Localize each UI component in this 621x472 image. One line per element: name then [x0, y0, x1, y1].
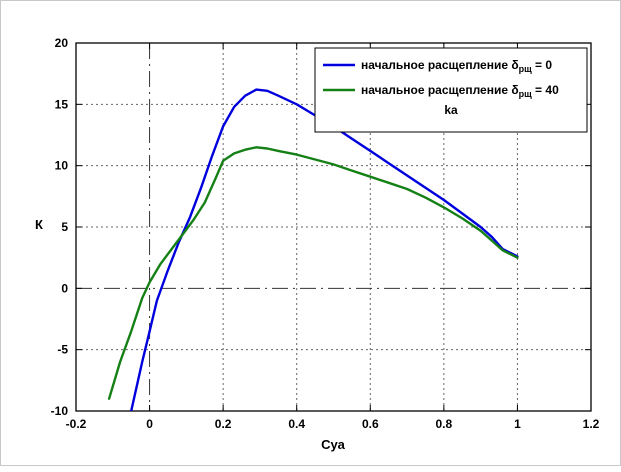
- x-tick-label: 0: [146, 417, 153, 431]
- x-tick-label: 1.2: [583, 417, 600, 431]
- x-tick-label: 0.6: [362, 417, 379, 431]
- y-tick-label: 15: [55, 97, 69, 111]
- y-tick-label: -5: [57, 343, 68, 357]
- y-tick-label: 5: [61, 220, 68, 234]
- x-tick-labels: -0.2 0 0.2 0.4 0.6 0.8 1 1.2: [66, 417, 600, 431]
- x-axis-label: Суа: [321, 437, 345, 452]
- legend-entry-label-wrap: ka: [444, 103, 458, 117]
- y-axis-label: К: [35, 217, 43, 232]
- y-tick-label: 20: [55, 36, 69, 50]
- y-tick-label: 0: [61, 281, 68, 295]
- legend: начальное расщепление δрщ = 0 начальное р…: [314, 47, 588, 133]
- x-tick-label: 1: [514, 417, 521, 431]
- legend-entry-label: начальное расщепление δрщ = 0: [361, 58, 552, 74]
- series-line-0: [129, 88, 519, 411]
- y-tick-labels: -10 -5 0 5 10 15 20: [51, 36, 69, 418]
- y-tick-label: -10: [51, 404, 69, 418]
- x-tick-label: 0.4: [288, 417, 305, 431]
- x-tick-label: 0.2: [215, 417, 232, 431]
- x-tick-label: 0.8: [436, 417, 453, 431]
- series-line-1: [107, 146, 519, 400]
- legend-entry-label: начальное расщепление δрщ = 40: [361, 83, 559, 99]
- legend-box: [314, 47, 588, 133]
- curves: [107, 88, 519, 411]
- y-tick-label: 10: [55, 159, 69, 173]
- x-tick-label: -0.2: [66, 417, 87, 431]
